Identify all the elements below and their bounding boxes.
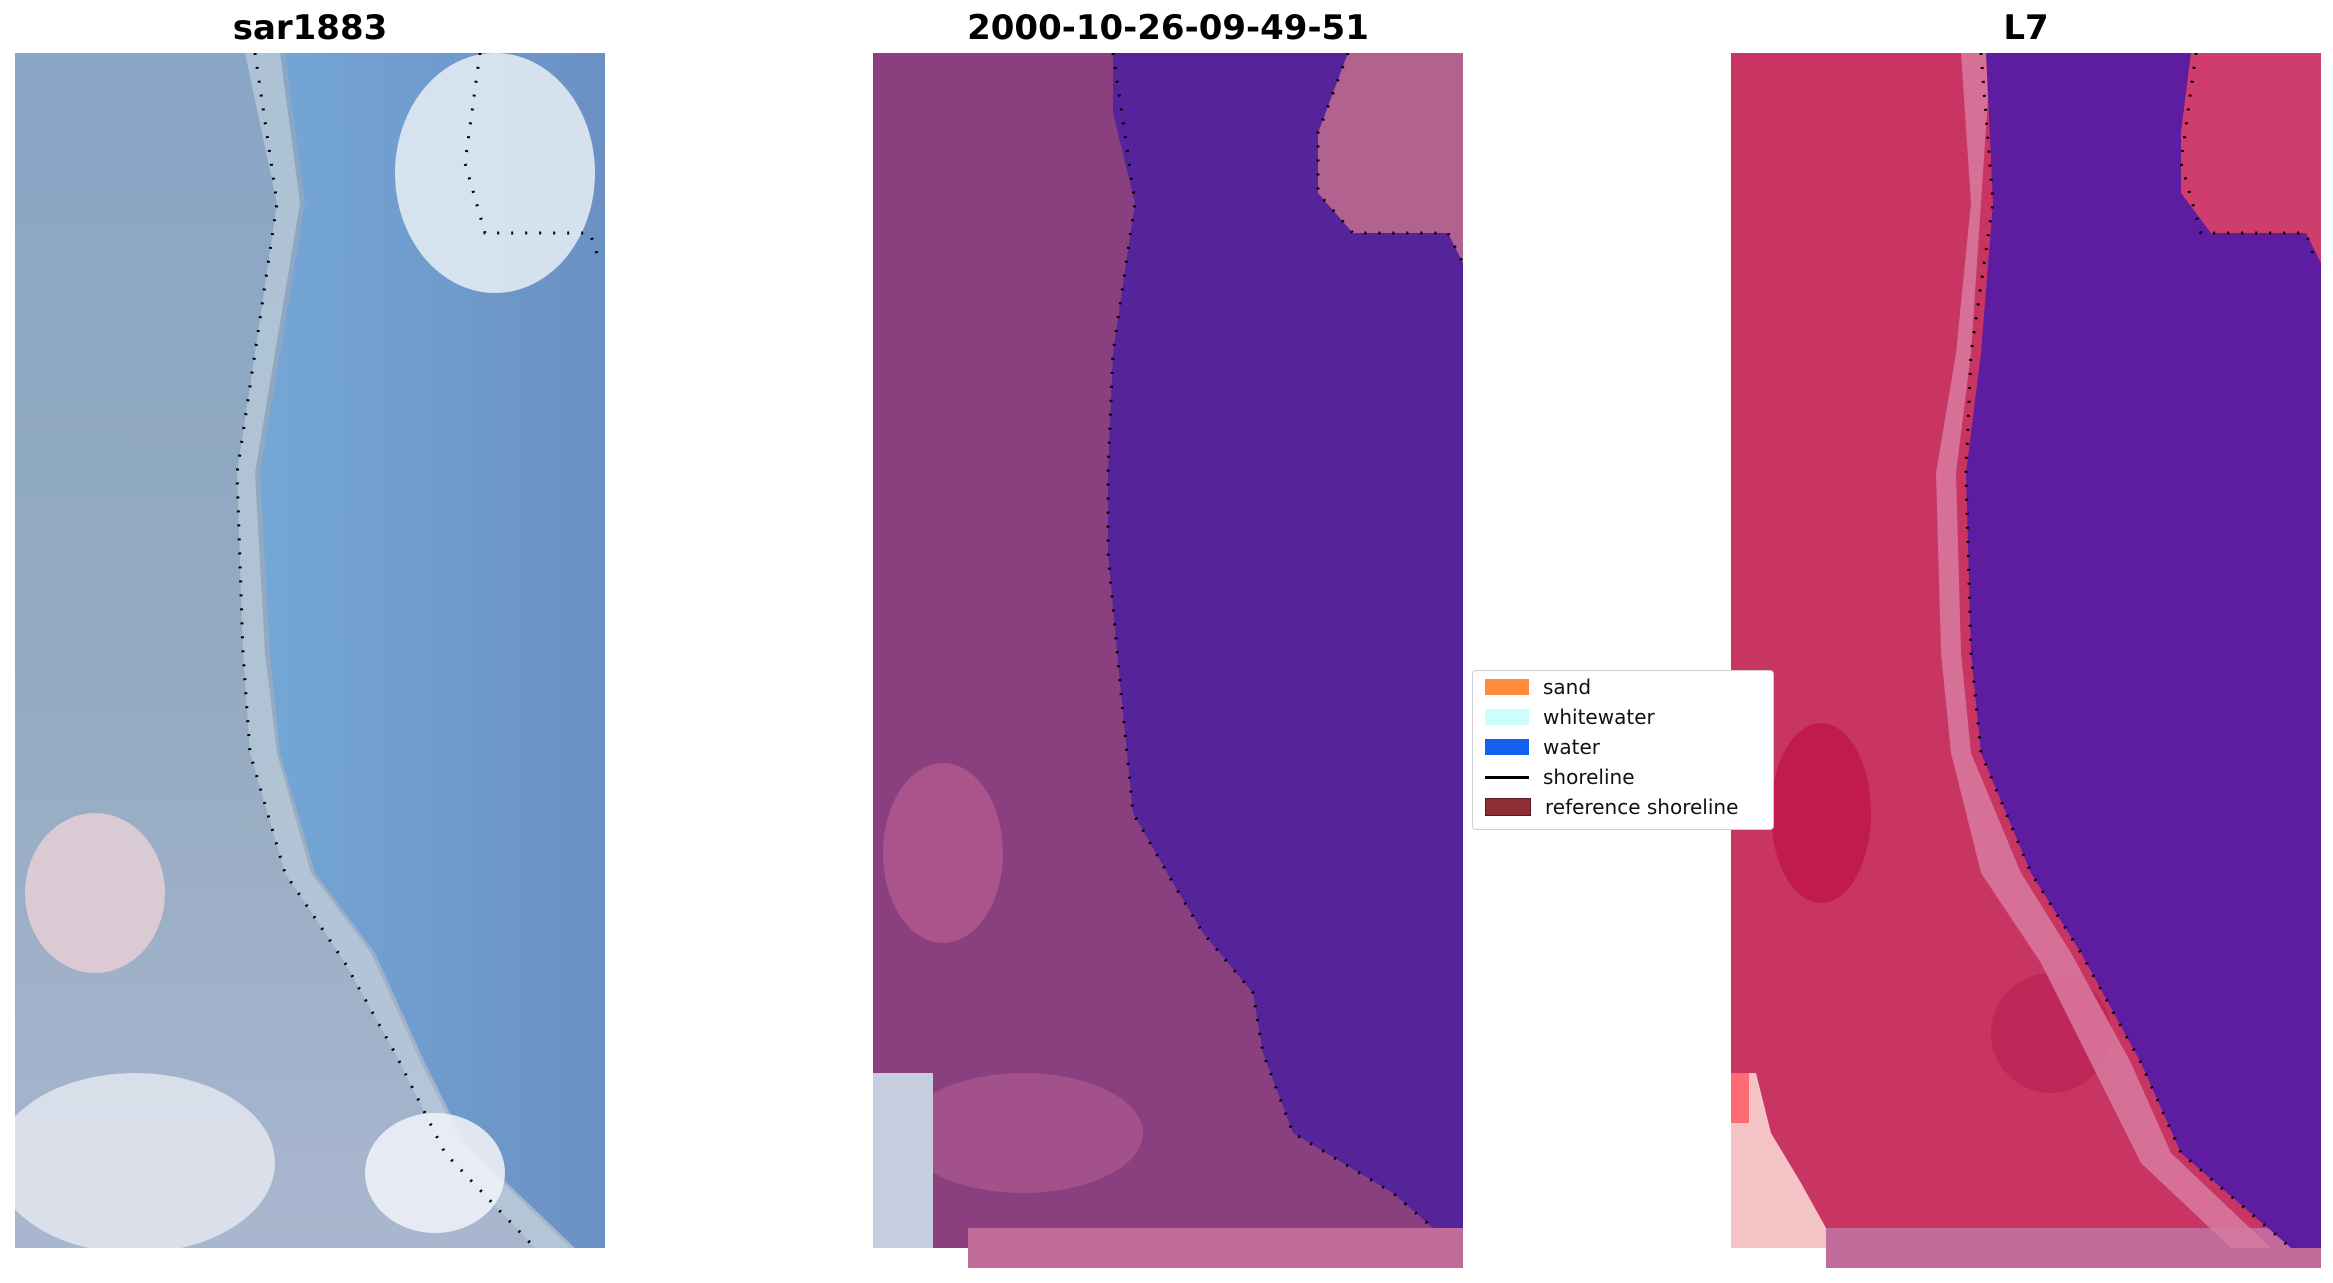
l7-image-panel [1731,53,2321,1268]
classified-image-panel [873,53,1463,1268]
classified-image [873,53,1463,1268]
l7-sw-bright [1731,1073,1826,1248]
classified-water-area [1108,53,1463,1228]
rgb-bright-patch [25,813,165,973]
rgb-water-area [260,53,605,1248]
classified-light-patch [883,763,1003,943]
legend-item-water: water [1485,735,1600,759]
legend-label: water [1543,735,1600,759]
rgb-shoreline [235,53,537,1248]
legend-label: reference shoreline [1545,795,1739,819]
sand-swatch [1485,679,1529,695]
legend-item-whitewater: whitewater [1485,705,1655,729]
panel-title-ndwi: L7 [2003,8,2049,48]
legend-label: sand [1543,675,1592,699]
classified-sw-patch [873,1073,933,1248]
shoreline-line-swatch [1485,775,1529,779]
classified-bottom-strip [968,1228,1463,1268]
legend: sand whitewater water shoreline referenc… [1472,670,1774,830]
panel-title-rgb: sar1883 [232,8,388,48]
legend-item-shoreline: shoreline [1485,765,1635,789]
legend-item-sand: sand [1485,675,1591,699]
l7-dark-patch [1771,723,1871,903]
rgb-image-panel [15,53,605,1248]
legend-item-reference-shoreline: reference shoreline [1485,795,1738,819]
l7-image [1731,53,2321,1268]
panel-title-classified: 2000-10-26-09-49-51 [967,8,1369,48]
classified-light-patch [903,1073,1143,1193]
rgb-bright-patch [395,53,595,293]
l7-water-area [1966,53,2321,1248]
l7-ne-land [2181,53,2321,263]
rgb-bright-patch [365,1113,505,1233]
rgb-shoreline-north [463,53,602,264]
l7-transition-band [1936,53,2271,1248]
classified-ne-land [1318,53,1463,263]
legend-label: whitewater [1543,705,1655,729]
rgb-bright-patch [15,1073,275,1248]
rgb-image [15,53,605,1248]
legend-label: shoreline [1543,765,1635,789]
classified-shoreline-north [1316,53,1463,264]
reference-shoreline-swatch [1485,798,1531,816]
whitewater-swatch [1485,709,1529,725]
l7-shoreline-north [2179,53,2318,264]
l7-sw-hotspot [1731,1073,1749,1123]
water-swatch [1485,739,1529,755]
